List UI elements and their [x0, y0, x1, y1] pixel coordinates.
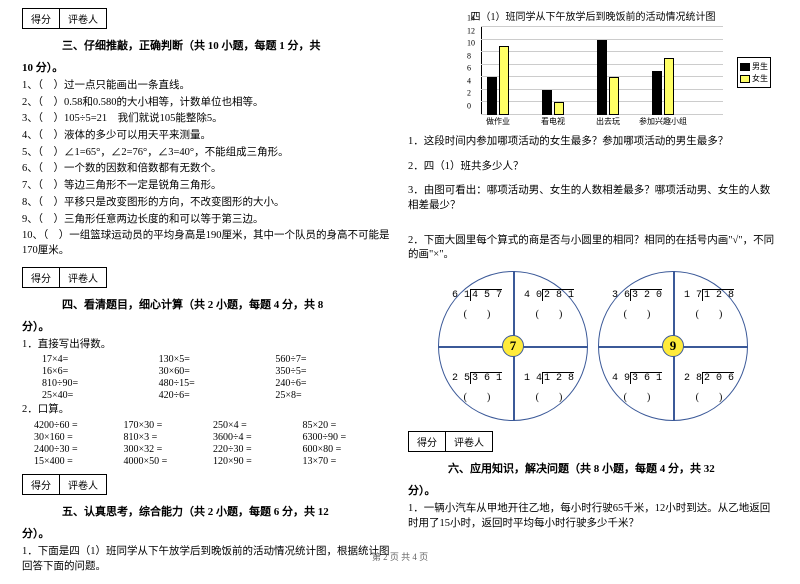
circle-group: 7 6 14 5 7( )4 02 8 1( ) 2 53 6 1( )1 41 2…	[438, 271, 588, 421]
section6-end: 分）。	[408, 482, 778, 498]
judge-item: 9、（ ）三角形任意两边长度的和可以等于第三边。	[22, 213, 392, 228]
bar-chart: 02468101214做作业看电视出去玩参加兴趣小组 男生 女生	[463, 27, 723, 127]
division-expr: 4 02 8 1( )	[514, 289, 584, 320]
score-cell: 得分	[409, 432, 446, 451]
judge-item: 6、（ ）一个数的因数和倍数都有无数个。	[22, 162, 392, 177]
division-expr: 1 41 2 8( )	[514, 372, 584, 403]
score-cell: 得分	[23, 9, 60, 28]
grader-cell: 评卷人	[60, 9, 106, 28]
bar	[499, 46, 509, 115]
division-expr: 2 53 6 1( )	[442, 372, 512, 403]
division-expr: 3 63 2 0( )	[602, 289, 672, 320]
judge-item: 1、（ ）过一点只能画出一条直线。	[22, 79, 392, 94]
calc-row: 4200÷60 =170×30 =250×4 =85×20 =	[34, 420, 392, 431]
grader-cell: 评卷人	[446, 432, 492, 451]
s4-sub2: 2．口算。	[22, 403, 392, 418]
circles-intro: 2．下面大圆里每个算式的商是否与小圆里的相同？相同的在括号内画"√"，不同的画"…	[408, 234, 778, 263]
judge-item: 8、（ ）平移只是改变图形的方向，不改变图形的大小。	[22, 196, 392, 211]
judge-item: 4、（ ）液体的多少可以用天平来测量。	[22, 129, 392, 144]
bar	[487, 77, 497, 115]
bar	[609, 77, 619, 115]
section5-title: 五、认真思考，综合能力（共 2 小题，每题 6 分，共 12	[62, 503, 392, 519]
s4-sub1: 1．直接写出得数。	[22, 338, 392, 353]
judge-item: 7、（ ）等边三角形不一定是锐角三角形。	[22, 179, 392, 194]
division-expr: 1 71 2 8( )	[674, 289, 744, 320]
judge-item: 3、（ ）105÷5=21 我们就说105能整除5。	[22, 112, 392, 127]
score-cell: 得分	[23, 268, 60, 287]
judge-item: 2、（ ）0.58和0.580的大小相等，计数单位也相等。	[22, 96, 392, 111]
bar	[652, 71, 662, 115]
calc-row: 16×6=30×60=350÷5=	[42, 366, 392, 377]
bar	[597, 40, 607, 115]
circle-group: 9 3 63 2 0( )1 71 2 8( ) 4 93 6 1( )2 82 0…	[598, 271, 748, 421]
section4-title: 四、看清题目，细心计算（共 2 小题，每题 4 分，共 8	[62, 296, 392, 312]
calc-row: 17×4=130×5=560÷7=	[42, 354, 392, 365]
division-expr: 4 93 6 1( )	[602, 372, 672, 403]
grader-cell: 评卷人	[60, 475, 106, 494]
section3-title: 三、仔细推敲，正确判断（共 10 小题，每题 1 分，共	[62, 37, 392, 53]
section3-end: 10 分）。	[22, 59, 392, 75]
chart-title: 四（1）班同学从下午放学后到晚饭前的活动情况统计图	[408, 8, 778, 23]
section6-title: 六、应用知识，解决问题（共 8 小题，每题 4 分，共 32	[448, 460, 778, 476]
bar	[664, 58, 674, 115]
chart-question: 1．这段时间内参加哪项活动的女生最多？参加哪项活动的男生最多？	[408, 135, 778, 150]
calc-row: 810÷90=480÷15=240÷6=	[42, 378, 392, 389]
center-number: 9	[662, 335, 684, 357]
chart-question: 2．四（1）班共多少人？	[408, 160, 778, 175]
section5-end: 分）。	[22, 525, 392, 541]
grader-cell: 评卷人	[60, 268, 106, 287]
score-cell: 得分	[23, 475, 60, 494]
chart-legend: 男生 女生	[737, 57, 771, 88]
chart-question: 3．由图可看出：哪项活动男、女生的人数相差最多？哪项活动男、女生的人数相差最少？	[408, 184, 778, 213]
center-number: 7	[502, 335, 524, 357]
division-expr: 2 82 0 6( )	[674, 372, 744, 403]
division-expr: 6 14 5 7( )	[442, 289, 512, 320]
section4-end: 分）。	[22, 318, 392, 334]
calc-row: 2400÷30 =300×32 =220÷30 =600×80 =	[34, 444, 392, 455]
page-footer: 第 2 页 共 4 页	[0, 550, 800, 563]
calc-row: 25×40=420÷6=25×8=	[42, 390, 392, 401]
calc-row: 30×160 =810×3 =3600÷4 =6300÷90 =	[34, 432, 392, 443]
judge-item: 10、（ ）一组篮球运动员的平均身高是190厘米，其中一个队员的身高不可能是17…	[22, 229, 392, 258]
judge-item: 5、（ ）∠1=65°，∠2=76°，∠3=40°，不能组成三角形。	[22, 146, 392, 161]
bar	[542, 90, 552, 115]
calc-row: 15×400 =4000×50 =120×90 =13×70 =	[34, 456, 392, 467]
bar	[554, 102, 564, 115]
s6-q1: 1．一辆小汽车从甲地开往乙地，每小时行驶65千米，12小时到达。从乙地返回时用了…	[408, 502, 778, 531]
